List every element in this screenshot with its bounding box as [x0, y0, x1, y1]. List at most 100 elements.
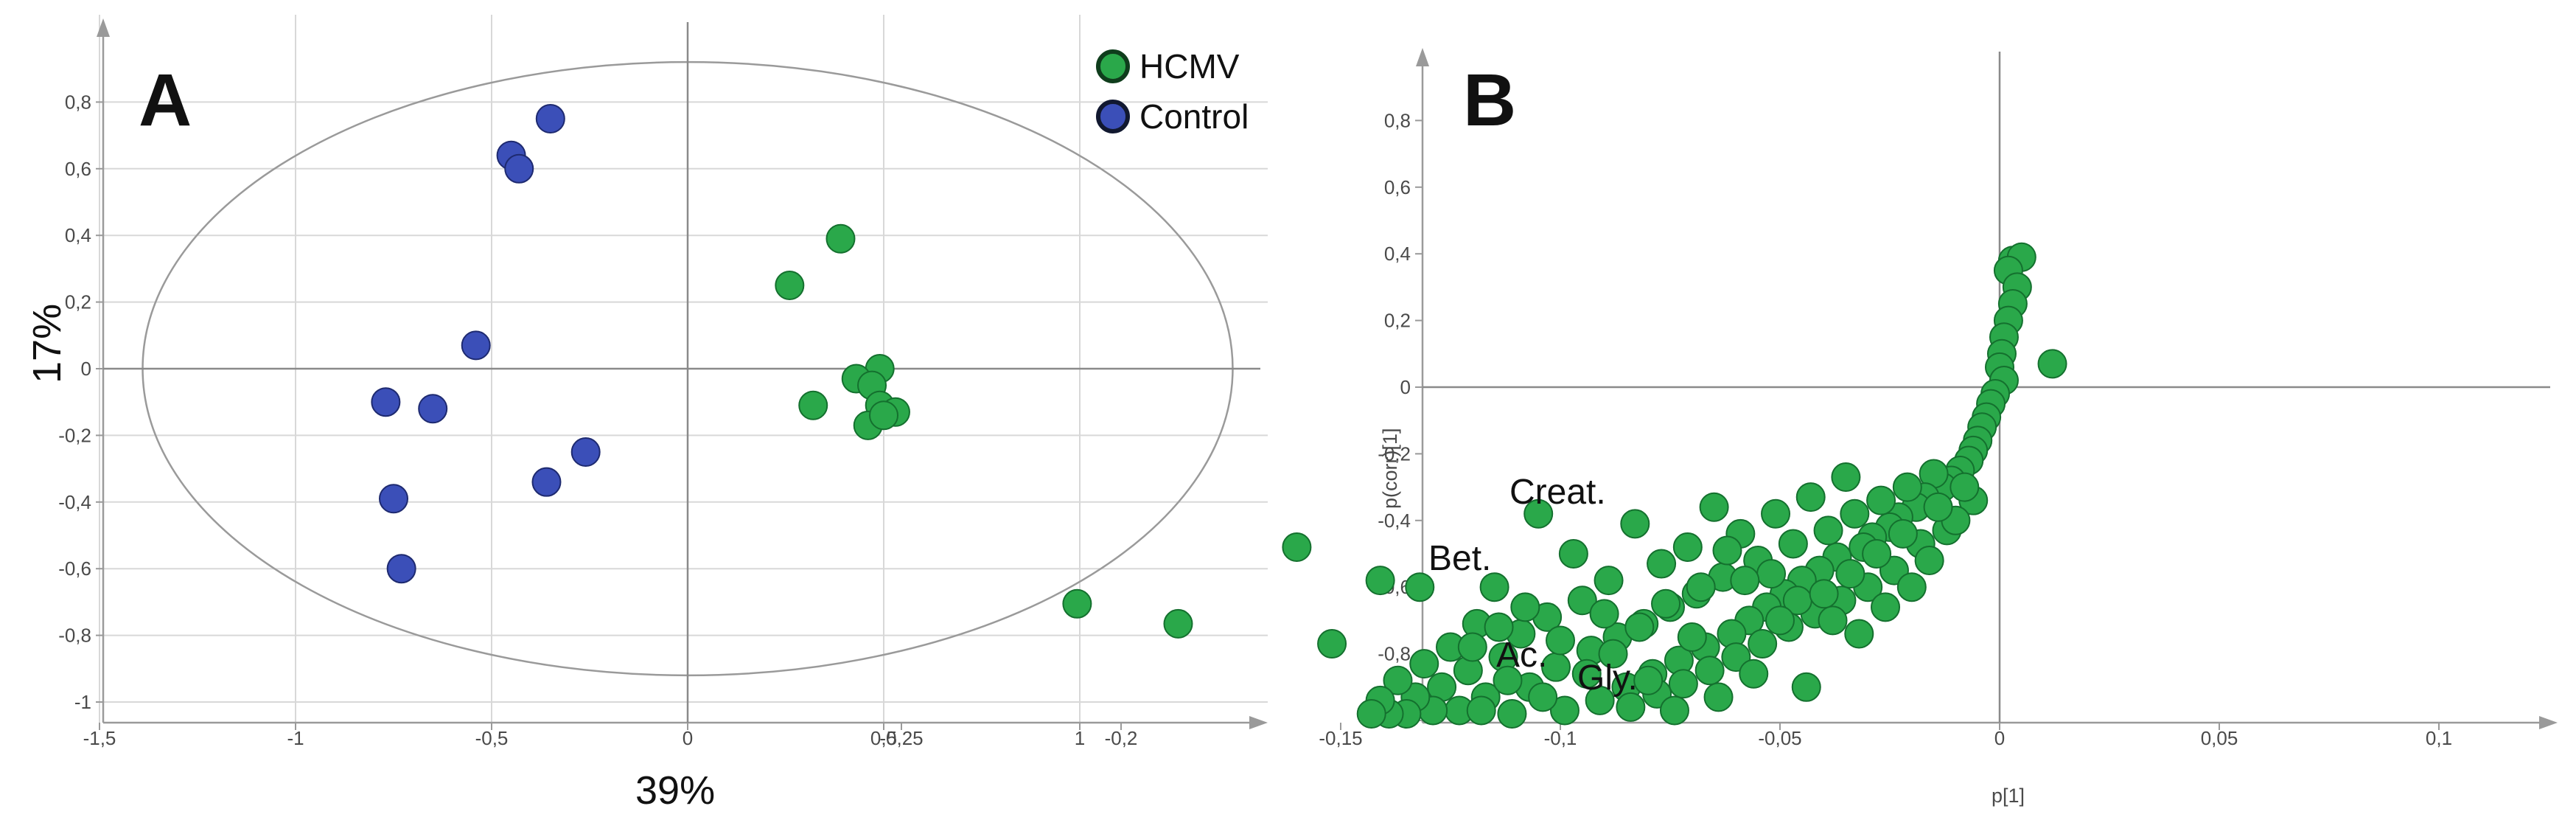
- loading-point: [1282, 532, 1312, 562]
- panel-a-gridlines: [99, 15, 1268, 723]
- panel-a-x-axis-label: 39%: [635, 768, 715, 813]
- control-point: [504, 153, 534, 184]
- loading-point: [1712, 535, 1742, 566]
- loading-point: [1633, 665, 1664, 695]
- panel-b-y-tick-label: -0,4: [1378, 510, 1411, 532]
- annotation-creat: Creat.: [1509, 473, 1606, 512]
- panel-a-y-axis-label: 17%: [25, 304, 69, 383]
- loading-point: [1686, 572, 1716, 602]
- loading-point: [1484, 612, 1514, 642]
- panel-b-y-axis-arrow: [1416, 48, 1429, 66]
- panel-b-y-axis-label: p(corr)[1]: [1379, 428, 1401, 509]
- loading-point: [1523, 498, 1554, 529]
- panel-a-y-tick-label: 0,4: [65, 224, 91, 246]
- panel-b-y-tick-label: 0,8: [1384, 109, 1411, 131]
- loading-point: [1892, 472, 1922, 502]
- panel-a-x-tick-label: 1: [1075, 727, 1085, 749]
- loading-point: [1317, 629, 1347, 659]
- hcmv-point: [775, 271, 805, 300]
- panel-b-y-tick-label: -0,2: [1378, 442, 1411, 465]
- panel-a-x-tick-label: -0,5: [475, 727, 509, 749]
- annotation-bet: Bet.: [1428, 539, 1491, 578]
- panel-a-y-tick-label: 0: [81, 358, 91, 380]
- loading-point: [1835, 559, 1865, 589]
- loading-point: [1813, 515, 1843, 546]
- panel-b-letter: B: [1463, 59, 1516, 142]
- panel-b-y-tick-label: 0,4: [1384, 243, 1411, 265]
- loading-point: [1558, 539, 1588, 569]
- panel-b-x-tick-label: -0,15: [1319, 727, 1362, 749]
- panel-a-x-tick-label: 0,5: [870, 727, 897, 749]
- loading-point: [1659, 695, 1689, 726]
- loading-point: [1620, 509, 1650, 539]
- panel-a-y-tick-label: -0,8: [58, 625, 91, 647]
- loading-point: [1651, 588, 1681, 619]
- annotation-ac: Ac.: [1496, 636, 1547, 675]
- panel-b-x-axis-arrow: [2539, 716, 2558, 729]
- panel-b-y-tick-label: -0,8: [1378, 643, 1411, 665]
- loading-point: [1778, 529, 1808, 559]
- loading-point: [1888, 518, 1918, 549]
- panel-b-x-tick-label: 0,1: [2426, 727, 2452, 749]
- loading-point: [1840, 498, 1870, 529]
- loading-point: [1914, 546, 1944, 576]
- loading-point: [1844, 619, 1874, 649]
- loading-point: [1818, 605, 1848, 636]
- loading-point: [1497, 698, 1527, 729]
- loading-point: [1672, 532, 1703, 562]
- loading-point: [1405, 572, 1435, 602]
- hcmv-point: [798, 390, 828, 420]
- panel-b-tick-labels: -0,25-0,2-0,15-0,1-0,0500,050,10,150,20,…: [879, 109, 2452, 749]
- panel-a-legend: HCMV Control: [1096, 47, 1249, 136]
- panel-a-y-tick-label: -0,2: [58, 424, 91, 446]
- control-point: [379, 484, 408, 514]
- panel-b: -0,25-0,2-0,15-0,1-0,0500,050,10,150,20,…: [879, 48, 2558, 807]
- loading-point: [1510, 592, 1540, 622]
- panel-a-letter: A: [139, 59, 192, 142]
- panel-b-x-axis-label: p[1]: [1992, 785, 2025, 807]
- loading-point: [1950, 472, 1980, 502]
- loading-point: [1163, 608, 1193, 639]
- legend-control-marker: [1096, 100, 1130, 133]
- loading-point: [1589, 599, 1619, 629]
- loading-point: [1616, 692, 1646, 722]
- loading-point: [1795, 482, 1826, 512]
- loading-point: [1528, 682, 1558, 712]
- loading-point: [1730, 566, 1760, 596]
- panel-a-y-tick-label: -0,4: [58, 491, 91, 513]
- panel-a-x-tick-label: -1,5: [83, 727, 116, 749]
- control-point: [535, 104, 565, 133]
- loading-point: [1383, 665, 1413, 695]
- hcmv-point: [825, 223, 856, 254]
- loading-point: [1866, 485, 1896, 515]
- loading-point: [1647, 549, 1677, 579]
- loading-point: [1571, 659, 1602, 689]
- panel-b-y-tick-label: 0: [1400, 376, 1411, 398]
- loading-point: [1466, 695, 1496, 726]
- panel-b-x-tick-label: -0,2: [1105, 727, 1138, 749]
- loading-point: [1791, 672, 1821, 702]
- panel-a-y-tick-label: 0,8: [65, 91, 91, 113]
- panel-a-y-tick-label: -1: [74, 691, 91, 713]
- loading-point: [1739, 659, 1769, 689]
- loading-point: [1765, 605, 1795, 636]
- panel-a-y-tick-label: 0,6: [65, 158, 91, 180]
- loading-point: [1699, 492, 1729, 522]
- loading-point: [1594, 566, 1624, 596]
- panel-b-x-tick-label: -0,05: [1758, 727, 1801, 749]
- loading-point: [1493, 665, 1523, 695]
- panel-a-x-axis-arrow: [1249, 716, 1268, 729]
- loading-point: [1748, 629, 1778, 659]
- panel-a-tick-labels: -1,5 -1 -0,5 0 0,5 1 0,8 0,6 0,4 0,2 0 -0,2 -0,4 -0,6…: [58, 91, 1085, 749]
- control-point: [531, 467, 562, 497]
- loading-point: [1756, 559, 1787, 589]
- loading-point: [1703, 682, 1734, 712]
- control-point: [386, 554, 416, 584]
- panel-a-points: [371, 104, 910, 584]
- panel-b-x-tick-label: -0,1: [1544, 727, 1577, 749]
- loading-point: [1479, 572, 1509, 602]
- panel-b-points: [1062, 242, 2067, 729]
- loading-point: [1871, 592, 1901, 622]
- loading-point: [1923, 492, 1953, 522]
